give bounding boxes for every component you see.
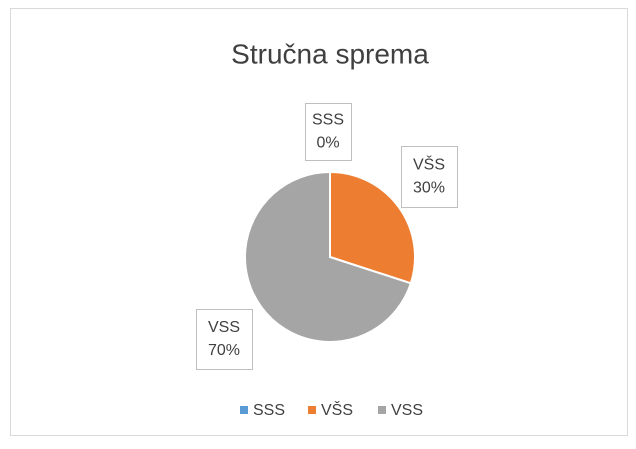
pie-slice: [329, 170, 416, 285]
legend-swatch: [240, 406, 248, 414]
data-label-value: 0%: [316, 135, 339, 152]
data-label-category: VŠS: [413, 155, 445, 174]
chart-title: Stručna sprema: [231, 38, 429, 69]
data-label-category: VSS: [208, 319, 240, 336]
legend-label: VSS: [391, 402, 423, 419]
data-label-value: 70%: [208, 342, 240, 359]
legend-label: VŠS: [321, 400, 353, 419]
legend-label: SSS: [253, 402, 285, 419]
data-label-value: 30%: [413, 180, 445, 197]
pie-slice: [244, 170, 413, 343]
data-label-box: [196, 309, 253, 370]
data-label-category: SSS: [312, 112, 344, 129]
legend-swatch: [378, 406, 386, 414]
data-label-box: [305, 103, 352, 161]
data-label-box: [401, 146, 458, 208]
legend-swatch: [308, 406, 316, 414]
